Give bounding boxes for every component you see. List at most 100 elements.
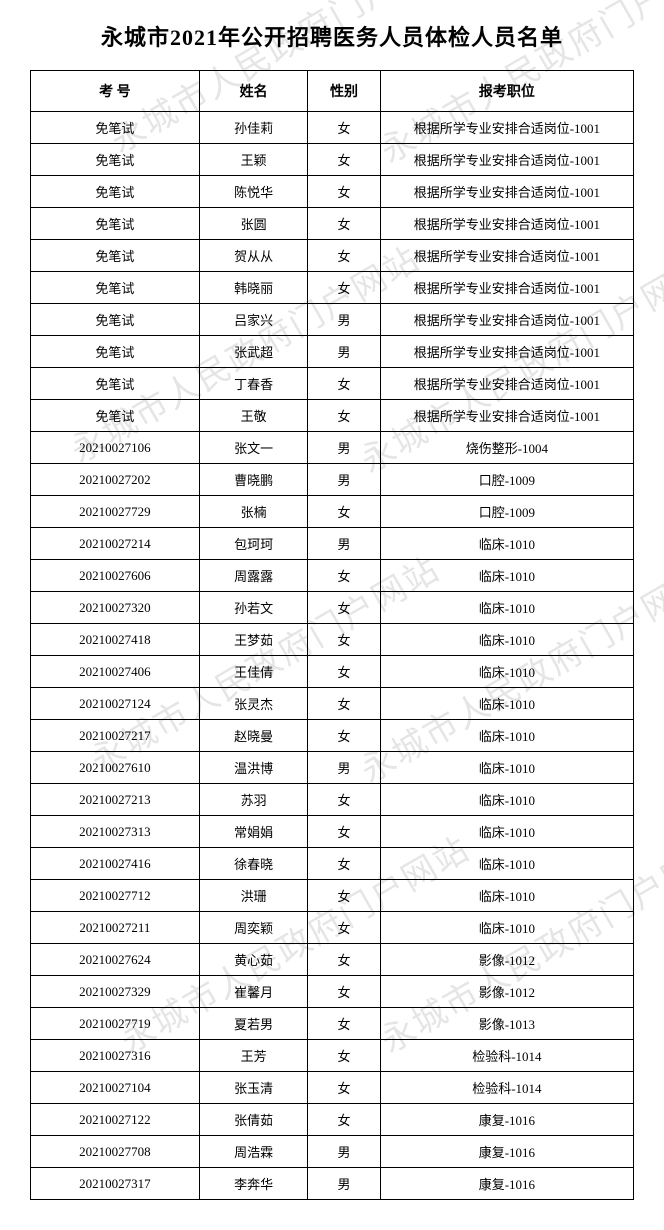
cell-id: 免笔试: [31, 272, 200, 304]
cell-position: 检验科-1014: [380, 1040, 633, 1072]
col-header-sex: 性别: [308, 71, 380, 112]
cell-id: 20210027624: [31, 944, 200, 976]
cell-id: 20210027122: [31, 1104, 200, 1136]
table-row: 20210027313常娟娟女临床-1010: [31, 816, 634, 848]
cell-name: 张倩茹: [199, 1104, 308, 1136]
cell-sex: 女: [308, 656, 380, 688]
cell-sex: 男: [308, 432, 380, 464]
cell-id: 20210027217: [31, 720, 200, 752]
cell-id: 20210027712: [31, 880, 200, 912]
cell-sex: 男: [308, 336, 380, 368]
cell-name: 周奕颖: [199, 912, 308, 944]
cell-id: 20210027329: [31, 976, 200, 1008]
cell-name: 张文一: [199, 432, 308, 464]
cell-name: 赵晓曼: [199, 720, 308, 752]
cell-name: 张圆: [199, 208, 308, 240]
cell-name: 黄心茹: [199, 944, 308, 976]
table-row: 20210027406王佳倩女临床-1010: [31, 656, 634, 688]
cell-position: 康复-1016: [380, 1136, 633, 1168]
cell-name: 孙佳莉: [199, 112, 308, 144]
cell-id: 免笔试: [31, 304, 200, 336]
cell-sex: 男: [308, 464, 380, 496]
cell-position: 临床-1010: [380, 784, 633, 816]
cell-position: 根据所学专业安排合适岗位-1001: [380, 208, 633, 240]
cell-sex: 女: [308, 720, 380, 752]
table-row: 20210027708周浩霖男康复-1016: [31, 1136, 634, 1168]
cell-name: 张武超: [199, 336, 308, 368]
cell-sex: 女: [308, 624, 380, 656]
table-row: 20210027712洪珊女临床-1010: [31, 880, 634, 912]
cell-sex: 女: [308, 1072, 380, 1104]
table-row: 免笔试张武超男根据所学专业安排合适岗位-1001: [31, 336, 634, 368]
cell-position: 影像-1012: [380, 976, 633, 1008]
cell-sex: 女: [308, 240, 380, 272]
cell-name: 苏羽: [199, 784, 308, 816]
cell-sex: 女: [308, 816, 380, 848]
cell-sex: 女: [308, 144, 380, 176]
cell-name: 夏若男: [199, 1008, 308, 1040]
cell-position: 根据所学专业安排合适岗位-1001: [380, 112, 633, 144]
cell-position: 临床-1010: [380, 848, 633, 880]
cell-name: 陈悦华: [199, 176, 308, 208]
cell-sex: 男: [308, 1168, 380, 1200]
cell-id: 20210027320: [31, 592, 200, 624]
cell-position: 根据所学专业安排合适岗位-1001: [380, 176, 633, 208]
cell-sex: 女: [308, 912, 380, 944]
cell-sex: 女: [308, 848, 380, 880]
cell-position: 影像-1013: [380, 1008, 633, 1040]
cell-name: 张楠: [199, 496, 308, 528]
cell-name: 崔馨月: [199, 976, 308, 1008]
cell-position: 根据所学专业安排合适岗位-1001: [380, 144, 633, 176]
cell-id: 免笔试: [31, 368, 200, 400]
col-header-pos: 报考职位: [380, 71, 633, 112]
cell-sex: 男: [308, 304, 380, 336]
cell-name: 常娟娟: [199, 816, 308, 848]
table-row: 免笔试张圆女根据所学专业安排合适岗位-1001: [31, 208, 634, 240]
cell-id: 20210027124: [31, 688, 200, 720]
cell-id: 20210027416: [31, 848, 200, 880]
cell-id: 免笔试: [31, 112, 200, 144]
cell-sex: 女: [308, 272, 380, 304]
cell-name: 张玉清: [199, 1072, 308, 1104]
table-row: 20210027106张文一男烧伤整形-1004: [31, 432, 634, 464]
personnel-table: 考 号 姓名 性别 报考职位 免笔试孙佳莉女根据所学专业安排合适岗位-1001免…: [30, 70, 634, 1200]
cell-sex: 女: [308, 592, 380, 624]
cell-position: 临床-1010: [380, 656, 633, 688]
cell-name: 徐春晓: [199, 848, 308, 880]
cell-position: 临床-1010: [380, 624, 633, 656]
cell-sex: 女: [308, 400, 380, 432]
cell-position: 临床-1010: [380, 912, 633, 944]
cell-name: 孙若文: [199, 592, 308, 624]
cell-position: 临床-1010: [380, 720, 633, 752]
cell-name: 王敬: [199, 400, 308, 432]
table-row: 免笔试贺从从女根据所学专业安排合适岗位-1001: [31, 240, 634, 272]
cell-name: 丁春香: [199, 368, 308, 400]
cell-id: 免笔试: [31, 336, 200, 368]
cell-sex: 女: [308, 496, 380, 528]
table-row: 免笔试王颖女根据所学专业安排合适岗位-1001: [31, 144, 634, 176]
cell-id: 20210027106: [31, 432, 200, 464]
cell-position: 康复-1016: [380, 1104, 633, 1136]
cell-sex: 女: [308, 560, 380, 592]
cell-position: 临床-1010: [380, 528, 633, 560]
cell-position: 临床-1010: [380, 560, 633, 592]
table-row: 20210027217赵晓曼女临床-1010: [31, 720, 634, 752]
cell-position: 影像-1012: [380, 944, 633, 976]
cell-id: 20210027610: [31, 752, 200, 784]
cell-position: 烧伤整形-1004: [380, 432, 633, 464]
cell-name: 周浩霖: [199, 1136, 308, 1168]
table-row: 20210027122张倩茹女康复-1016: [31, 1104, 634, 1136]
table-row: 20210027624黄心茹女影像-1012: [31, 944, 634, 976]
cell-sex: 女: [308, 1104, 380, 1136]
cell-id: 20210027406: [31, 656, 200, 688]
table-row: 20210027719夏若男女影像-1013: [31, 1008, 634, 1040]
cell-name: 吕家兴: [199, 304, 308, 336]
cell-id: 20210027313: [31, 816, 200, 848]
cell-position: 根据所学专业安排合适岗位-1001: [380, 336, 633, 368]
page-title: 永城市2021年公开招聘医务人员体检人员名单: [30, 20, 634, 52]
table-row: 20210027316王芳女检验科-1014: [31, 1040, 634, 1072]
cell-position: 口腔-1009: [380, 464, 633, 496]
table-row: 免笔试丁春香女根据所学专业安排合适岗位-1001: [31, 368, 634, 400]
cell-name: 王梦茹: [199, 624, 308, 656]
col-header-name: 姓名: [199, 71, 308, 112]
